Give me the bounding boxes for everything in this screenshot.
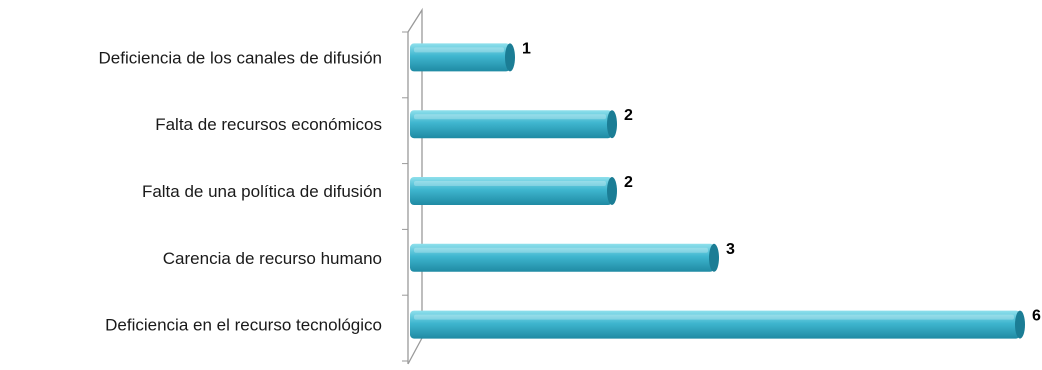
bar-body	[410, 43, 510, 72]
data-label: 2	[624, 174, 633, 191]
bar-end-cap	[607, 177, 617, 205]
bar-highlight	[414, 114, 606, 120]
bar-end-cap	[709, 243, 719, 272]
bar-highlight	[414, 247, 708, 253]
bar-end-cap	[1015, 310, 1025, 339]
data-label: 3	[726, 241, 735, 258]
bar-body	[410, 243, 714, 272]
axis-wall	[407, 7, 423, 365]
category-label: Falta de recursos económicos	[155, 115, 382, 134]
value-labels: 1 2 2 3 6	[522, 40, 1041, 324]
bar	[410, 310, 1025, 339]
data-label: 1	[522, 40, 531, 57]
bar	[410, 243, 719, 272]
bar-body	[410, 310, 1020, 339]
bar-body	[410, 110, 612, 139]
category-labels: Deficiencia de los canales de difusión Fa…	[98, 48, 382, 334]
bar-end-cap	[607, 110, 617, 139]
bar-body	[410, 177, 612, 205]
bar	[410, 177, 617, 205]
category-label: Deficiencia de los canales de difusión	[98, 48, 382, 67]
bars	[410, 43, 1025, 339]
bar	[410, 110, 617, 139]
bar-highlight	[414, 47, 504, 53]
bar-end-cap	[505, 43, 515, 72]
axis	[402, 7, 423, 365]
bar-highlight	[414, 314, 1014, 320]
data-label: 2	[624, 107, 633, 124]
category-label: Carencia de recurso humano	[163, 249, 382, 268]
bar	[410, 43, 515, 72]
data-label: 6	[1032, 308, 1041, 325]
category-label: Deficiencia en el recurso tecnológico	[105, 316, 382, 335]
bar-highlight	[414, 181, 606, 186]
category-label: Falta de una política de difusión	[142, 182, 382, 201]
